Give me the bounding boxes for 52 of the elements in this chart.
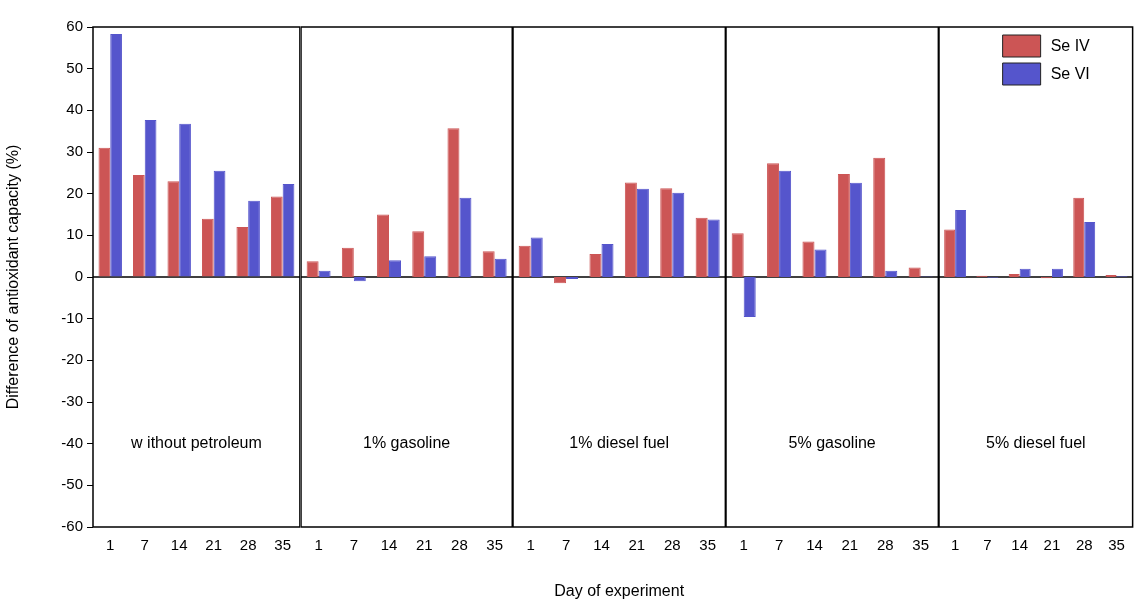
y-tick-label: -40 <box>61 433 83 451</box>
x-tick-label: 28 <box>876 536 894 554</box>
annotation: 1% diesel fuel <box>569 434 669 452</box>
y-tick-label: 50 <box>66 58 83 76</box>
x-tick-label: 7 <box>774 536 784 554</box>
y-tick-label: 20 <box>66 183 83 201</box>
x-tick-label: 1 <box>950 536 960 554</box>
x-tick-label: 21 <box>205 536 223 554</box>
annotation: 5% diesel fuel <box>986 434 1086 452</box>
x-tick-label: 1 <box>314 536 323 554</box>
x-tick-label: 28 <box>451 536 468 554</box>
x-tick-label: 7 <box>140 536 149 554</box>
x-axis-title: Day of experiment <box>554 582 685 600</box>
y-tick-label: 10 <box>66 225 83 243</box>
y-tick-label: -50 <box>61 475 83 493</box>
x-tick-label: 21 <box>1043 536 1061 554</box>
x-tick-label: 1 <box>739 536 748 554</box>
y-tick-label: -20 <box>61 350 83 368</box>
x-tick-label: 14 <box>806 536 823 554</box>
x-tick-label: 14 <box>593 536 610 554</box>
annotation: 1% gasoline <box>363 434 451 452</box>
x-tick-label: 28 <box>239 536 257 554</box>
y-tick-label: -10 <box>61 308 83 326</box>
y-tick-label: -60 <box>61 517 83 535</box>
x-tick-label: 21 <box>415 536 433 554</box>
x-tick-label: 21 <box>841 536 859 554</box>
x-tick-label: 35 <box>699 536 716 554</box>
y-tick-label: -30 <box>61 392 83 410</box>
annotation: w ithout petroleum <box>130 434 262 452</box>
legend-label: Se VI <box>1050 65 1090 83</box>
x-tick-label: 7 <box>561 536 571 554</box>
x-tick-label: 35 <box>274 536 291 554</box>
x-tick-label: 7 <box>983 536 992 554</box>
x-tick-label: 35 <box>1108 536 1125 554</box>
x-tick-label: 28 <box>663 536 681 554</box>
x-tick-label: 35 <box>486 536 503 554</box>
y-tick-label: 60 <box>66 17 83 35</box>
y-tick-label: 0 <box>74 267 83 285</box>
x-tick-label: 35 <box>912 536 929 554</box>
y-tick-label: 30 <box>66 142 83 160</box>
x-tick-label: 21 <box>628 536 646 554</box>
legend-label: Se IV <box>1050 37 1091 55</box>
annotation: 5% gasoline <box>788 434 876 452</box>
y-tick-label: 40 <box>66 100 83 118</box>
x-tick-label: 1 <box>526 536 535 554</box>
x-tick-label: 14 <box>170 536 188 554</box>
y-axis-title: Difference of antioxidant capacity (%) <box>4 144 22 410</box>
x-tick-label: 1 <box>106 536 115 554</box>
x-tick-label: 7 <box>349 536 358 554</box>
x-tick-label: 14 <box>380 536 398 554</box>
x-tick-label: 14 <box>1011 536 1029 554</box>
x-tick-label: 28 <box>1075 536 1093 554</box>
